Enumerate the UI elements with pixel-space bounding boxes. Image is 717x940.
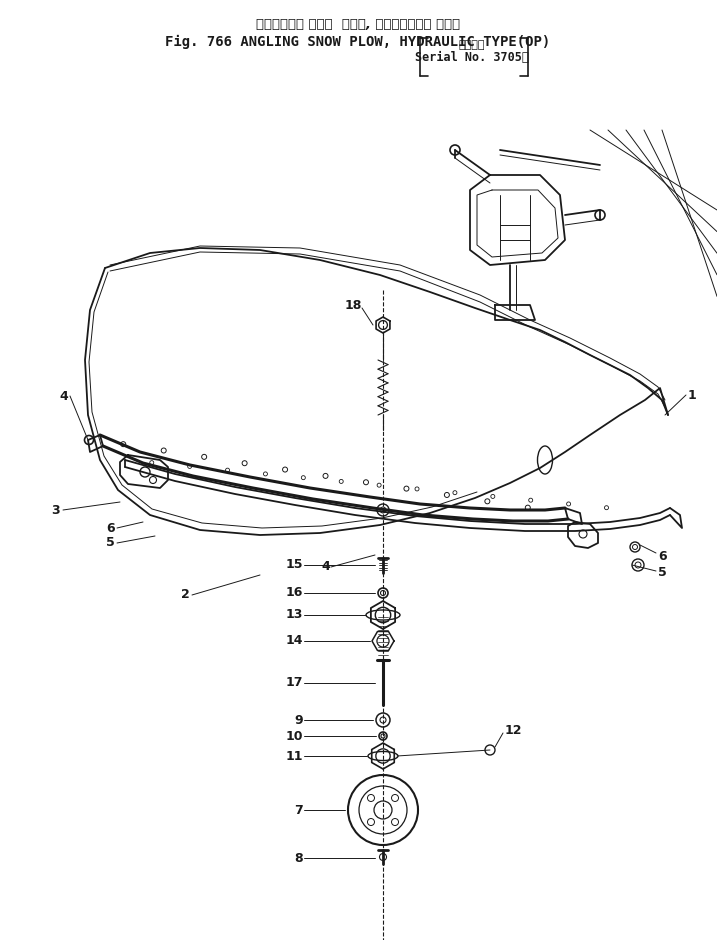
Text: 13: 13 xyxy=(285,608,303,621)
Text: 6: 6 xyxy=(106,522,115,535)
Text: 3: 3 xyxy=(52,504,60,516)
Text: 16: 16 xyxy=(285,587,303,600)
Text: 適用号機: 適用号機 xyxy=(459,40,485,50)
Text: 1: 1 xyxy=(688,388,697,401)
Text: 12: 12 xyxy=(505,724,523,737)
Text: 18: 18 xyxy=(345,299,362,311)
Text: 11: 11 xyxy=(285,749,303,762)
Text: 4: 4 xyxy=(321,560,330,573)
Text: 5: 5 xyxy=(658,567,667,579)
Text: 7: 7 xyxy=(294,804,303,817)
Text: Fig. 766 ANGLING SNOW PLOW, HYDRAULIC TYPE(OP): Fig. 766 ANGLING SNOW PLOW, HYDRAULIC TY… xyxy=(166,35,551,49)
Text: 17: 17 xyxy=(285,676,303,689)
Text: 6: 6 xyxy=(658,550,667,562)
Text: 4: 4 xyxy=(60,389,68,402)
Text: 14: 14 xyxy=(285,634,303,648)
Text: 5: 5 xyxy=(106,537,115,550)
Text: 2: 2 xyxy=(181,588,190,602)
Text: 10: 10 xyxy=(285,729,303,743)
Text: 8: 8 xyxy=(295,852,303,865)
Text: アングリング スノー  プラウ, ハイドロリック タイプ: アングリング スノー プラウ, ハイドロリック タイプ xyxy=(256,18,460,31)
Text: Serial No. 3705～: Serial No. 3705～ xyxy=(415,51,529,64)
Text: 9: 9 xyxy=(295,713,303,727)
Text: 15: 15 xyxy=(285,558,303,572)
